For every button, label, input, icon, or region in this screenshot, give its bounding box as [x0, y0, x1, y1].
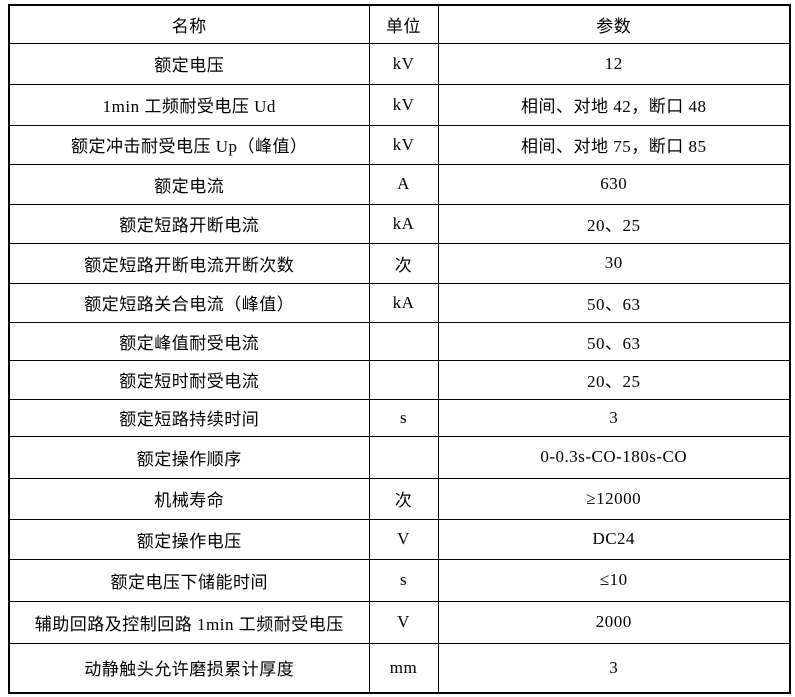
- table-row: 额定短路开断电流开断次数 次 30: [8, 242, 791, 284]
- table-row: 额定电压下储能时间 s ≤10: [8, 558, 791, 602]
- name-cell: 额定电压: [8, 42, 370, 85]
- name-cell: 额定操作电压: [8, 518, 370, 560]
- name-cell: 额定冲击耐受电压 Up（峰值）: [8, 124, 370, 165]
- param-cell: ≤10: [437, 558, 791, 602]
- unit-cell: kV: [368, 124, 439, 165]
- name-cell: 额定短路关合电流（峰值）: [8, 282, 370, 323]
- name-cell: 1min 工频耐受电压 Ud: [8, 83, 370, 126]
- name-cell: 额定电压下储能时间: [8, 558, 370, 602]
- spec-table: 名称 单位 参数 额定电压 kV 12 1min 工频耐受电压 Ud kV 相间…: [8, 4, 791, 694]
- table-row: 机械寿命 次 ≥12000: [8, 477, 791, 520]
- table-row: 1min 工频耐受电压 Ud kV 相间、对地 42，断口 48: [8, 83, 791, 126]
- name-cell: 额定峰值耐受电流: [8, 321, 370, 361]
- name-cell: 额定短时耐受电流: [8, 359, 370, 400]
- unit-cell: 次: [368, 477, 439, 520]
- table-row: 额定短路关合电流（峰值） kA 50、63: [8, 282, 791, 323]
- param-cell: 30: [437, 242, 791, 284]
- table-row: 动静触头允许磨损累计厚度 mm 3: [8, 642, 791, 694]
- name-cell: 额定短路开断电流: [8, 203, 370, 244]
- name-cell: 额定操作顺序: [8, 435, 370, 479]
- name-cell: 辅助回路及控制回路 1min 工频耐受电压: [8, 600, 370, 644]
- header-row: 名称 单位 参数: [8, 4, 791, 44]
- unit-cell: s: [368, 398, 439, 437]
- table-row: 额定操作顺序 0-0.3s-CO-180s-CO: [8, 435, 791, 479]
- param-cell: 50、63: [437, 321, 791, 361]
- param-cell: 50、63: [437, 282, 791, 323]
- param-cell: 20、25: [437, 359, 791, 400]
- param-cell: 630: [437, 163, 791, 205]
- name-cell: 动静触头允许磨损累计厚度: [8, 642, 370, 694]
- unit-cell: kA: [368, 282, 439, 323]
- name-cell: 额定电流: [8, 163, 370, 205]
- table-row: 额定冲击耐受电压 Up（峰值） kV 相间、对地 75，断口 85: [8, 124, 791, 165]
- header-name: 名称: [8, 4, 370, 44]
- param-cell: 相间、对地 75，断口 85: [437, 124, 791, 165]
- param-cell: DC24: [437, 518, 791, 560]
- table-row: 额定短路持续时间 s 3: [8, 398, 791, 437]
- table-row: 额定短时耐受电流 20、25: [8, 359, 791, 400]
- table-row: 额定峰值耐受电流 50、63: [8, 321, 791, 361]
- unit-cell: mm: [368, 642, 439, 694]
- param-cell: 相间、对地 42，断口 48: [437, 83, 791, 126]
- table-row: 额定操作电压 V DC24: [8, 518, 791, 560]
- unit-cell: kV: [368, 42, 439, 85]
- table-row: 辅助回路及控制回路 1min 工频耐受电压 V 2000: [8, 600, 791, 644]
- unit-cell: 次: [368, 242, 439, 284]
- unit-cell: V: [368, 518, 439, 560]
- table-row: 额定电流 A 630: [8, 163, 791, 205]
- name-cell: 额定短路持续时间: [8, 398, 370, 437]
- table-row: 额定电压 kV 12: [8, 42, 791, 85]
- param-cell: 2000: [437, 600, 791, 644]
- param-cell: 3: [437, 642, 791, 694]
- unit-cell: [368, 435, 439, 479]
- unit-cell: [368, 359, 439, 400]
- param-cell: 20、25: [437, 203, 791, 244]
- param-cell: 12: [437, 42, 791, 85]
- unit-cell: kV: [368, 83, 439, 126]
- unit-cell: s: [368, 558, 439, 602]
- unit-cell: A: [368, 163, 439, 205]
- header-param: 参数: [437, 4, 791, 44]
- param-cell: 3: [437, 398, 791, 437]
- name-cell: 额定短路开断电流开断次数: [8, 242, 370, 284]
- unit-cell: kA: [368, 203, 439, 244]
- header-unit: 单位: [368, 4, 439, 44]
- param-cell: 0-0.3s-CO-180s-CO: [437, 435, 791, 479]
- unit-cell: [368, 321, 439, 361]
- param-cell: ≥12000: [437, 477, 791, 520]
- unit-cell: V: [368, 600, 439, 644]
- name-cell: 机械寿命: [8, 477, 370, 520]
- table-row: 额定短路开断电流 kA 20、25: [8, 203, 791, 244]
